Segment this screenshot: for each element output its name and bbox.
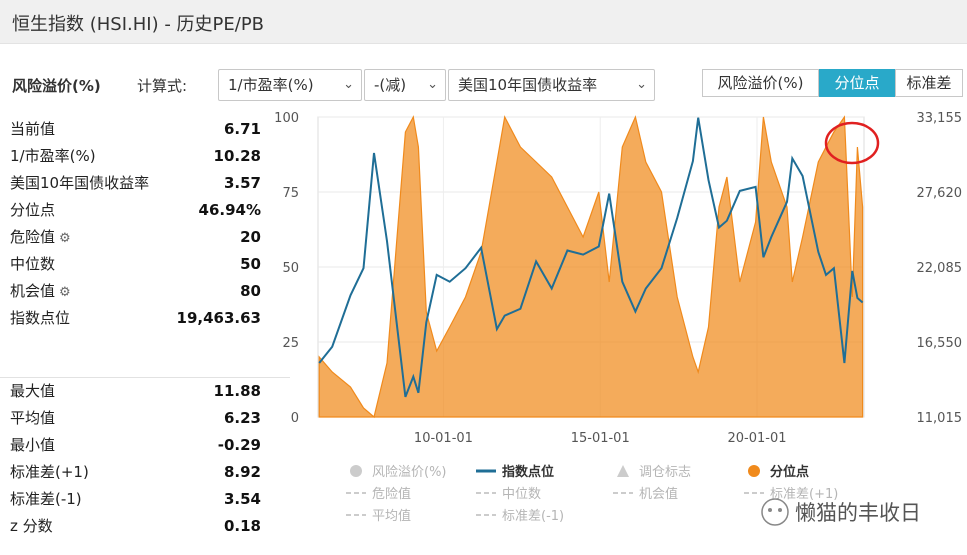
- operand2-select[interactable]: 美国10年国债收益率 ⌄: [448, 69, 655, 101]
- annotation-circle: [824, 121, 880, 165]
- x-tick-label: 15-01-01: [571, 431, 630, 446]
- legend-item[interactable]: 机会值: [613, 486, 678, 502]
- legend-item[interactable]: 标准差(-1): [476, 509, 564, 524]
- stat-std-minus: 标准差(-1) 3.54: [10, 490, 261, 508]
- chevron-down-icon: ⌄: [427, 77, 438, 92]
- legend-label: 风险溢价(%): [372, 465, 447, 480]
- chevron-down-icon: ⌄: [636, 77, 647, 92]
- legend-marker: [617, 465, 629, 477]
- stat-zscore: z 分数 0.18: [10, 517, 261, 535]
- stat-min: 最小值 -0.29: [10, 436, 261, 454]
- legend-item[interactable]: 分位点: [748, 464, 809, 480]
- page-title: 恒生指数 (HSI.HI) - 历史PE/PB: [12, 14, 265, 35]
- legend-marker: [350, 465, 362, 477]
- stat-current: 当前值 6.71: [10, 120, 261, 138]
- view-button-premium[interactable]: 风险溢价(%): [702, 69, 819, 97]
- y-right-tick-label: 27,620: [917, 186, 963, 201]
- stat-danger: 危险值 ⚙ 20: [10, 228, 261, 246]
- y-left-tick-label: 100: [274, 111, 299, 126]
- formula-label: 计算式:: [137, 77, 188, 95]
- stat-std-plus: 标准差(+1) 8.92: [10, 463, 261, 481]
- legend-item[interactable]: 中位数: [476, 487, 541, 502]
- view-button-stddev[interactable]: 标准差: [895, 69, 963, 97]
- y-right-tick-label: 11,015: [917, 411, 963, 426]
- wechat-icon-eye: [778, 508, 782, 512]
- stat-median: 中位数 50: [10, 255, 261, 273]
- series-index-line: [318, 117, 864, 398]
- legend-label: 指数点位: [502, 464, 554, 480]
- wechat-icon-eye: [768, 508, 772, 512]
- operand2-value: 美国10年国债收益率: [458, 76, 598, 94]
- metric-label: 风险溢价(%): [12, 77, 101, 95]
- legend-label: 调仓标志: [639, 465, 691, 480]
- operand1-select[interactable]: 1/市盈率(%) ⌄: [218, 69, 362, 101]
- watermark-text: 懒猫的丰收日: [795, 501, 921, 525]
- legend-item[interactable]: 调仓标志: [617, 465, 691, 480]
- stat-index-level: 指数点位 19,463.63: [10, 309, 261, 327]
- gear-icon[interactable]: ⚙: [59, 285, 71, 300]
- stat-max: 最大值 11.88: [10, 382, 261, 400]
- gear-icon[interactable]: ⚙: [59, 231, 71, 246]
- x-tick-label: 10-01-01: [414, 431, 473, 446]
- legend-item[interactable]: 危险值: [346, 486, 411, 502]
- legend-label: 机会值: [639, 486, 678, 502]
- legend-label: 危险值: [372, 486, 411, 502]
- y-left-tick-label: 75: [282, 186, 299, 201]
- legend-item[interactable]: 风险溢价(%): [350, 465, 447, 480]
- operator-select[interactable]: -(减) ⌄: [364, 69, 446, 101]
- legend-item[interactable]: 指数点位: [476, 464, 554, 480]
- title-bar: 恒生指数 (HSI.HI) - 历史PE/PB: [0, 0, 967, 44]
- series-percentile-area: [318, 115, 864, 419]
- stats-divider: [0, 377, 290, 378]
- legend-item[interactable]: 平均值: [346, 508, 411, 524]
- legend-item[interactable]: 标准差(+1): [744, 487, 838, 502]
- view-button-percentile[interactable]: 分位点: [819, 69, 895, 97]
- y-left-tick-label: 50: [282, 261, 299, 276]
- y-right-tick-label: 33,155: [917, 111, 963, 126]
- legend-label: 分位点: [770, 464, 809, 480]
- chevron-down-icon: ⌄: [343, 77, 354, 92]
- legend-label: 标准差(+1): [770, 487, 838, 502]
- stat-mean: 平均值 6.23: [10, 409, 261, 427]
- operand1-value: 1/市盈率(%): [228, 76, 314, 94]
- wechat-icon: [761, 498, 789, 526]
- y-left-tick-label: 25: [282, 336, 299, 351]
- operator-value: -(减): [374, 76, 407, 94]
- legend-label: 平均值: [372, 508, 411, 524]
- legend-label: 标准差(-1): [502, 509, 564, 524]
- y-right-tick-label: 22,085: [917, 261, 963, 276]
- stat-earnings-yield: 1/市盈率(%) 10.28: [10, 147, 261, 165]
- stat-percentile: 分位点 46.94%: [10, 201, 261, 219]
- y-left-tick-label: 0: [291, 411, 299, 426]
- stat-us10y: 美国10年国债收益率 3.57: [10, 174, 261, 192]
- x-tick-label: 20-01-01: [728, 431, 787, 446]
- legend-label: 中位数: [502, 487, 541, 502]
- legend-marker: [748, 465, 760, 477]
- y-right-tick-label: 16,550: [917, 336, 963, 351]
- stat-opportunity: 机会值 ⚙ 80: [10, 282, 261, 300]
